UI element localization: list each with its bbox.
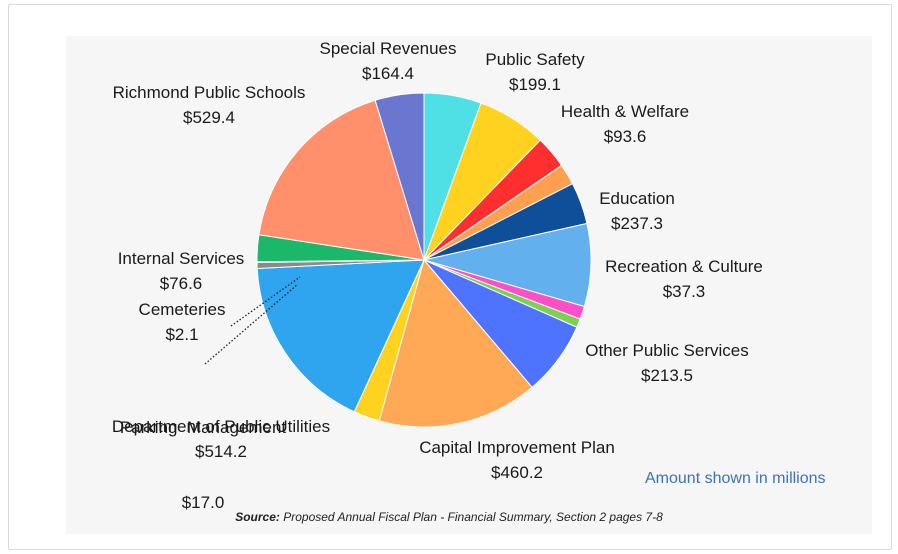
label-value: $460.2 — [491, 463, 543, 482]
label-public-safety: Public Safety $199.1 — [485, 47, 584, 97]
label-value: $529.4 — [182, 108, 235, 127]
pie-slice-unlabeled-16 — [374, 92, 425, 261]
source-prefix: Source: — [235, 510, 280, 524]
source-line: Source: Proposed Annual Fiscal Plan - Fi… — [0, 510, 898, 524]
pie-slice-richmond-public-schools — [258, 99, 425, 261]
label-value: $17.0 — [181, 493, 225, 512]
label-name: Public Safety — [485, 50, 585, 69]
label-value: $164.4 — [362, 64, 414, 83]
label-name: Capital Improvement Plan — [419, 438, 615, 457]
label-special-revenues: Special Revenues $164.4 — [319, 36, 456, 86]
source-text: Proposed Annual Fiscal Plan - Financial … — [279, 510, 663, 524]
label-name: Health & Welfare — [560, 102, 690, 121]
label-richmond-schools: Richmond Public Schools $529.4 — [113, 80, 306, 130]
label-value: $76.6 — [159, 274, 203, 293]
label-cemeteries: Cemeteries $2.1 — [139, 297, 226, 347]
label-parking: Parking Management $17.0 — [120, 365, 286, 540]
label-name: Cemeteries — [138, 300, 226, 319]
label-name: Education — [599, 189, 675, 208]
label-value: $237.3 — [611, 214, 663, 233]
label-value: $514.2 — [194, 442, 247, 461]
label-recreation-culture: Recreation & Culture $37.3 — [605, 254, 763, 304]
amount-note: Amount shown in millions — [645, 470, 826, 487]
label-value: $37.3 — [662, 282, 706, 301]
pie-slice-capital-improvement-plan — [378, 258, 533, 428]
label-value: $213.5 — [640, 366, 693, 385]
label-name: Recreation & Culture — [605, 257, 763, 276]
label-name: Department of Public Utilities — [111, 417, 331, 436]
label-name: Other Public Services — [585, 341, 749, 360]
label-value: $199.1 — [508, 75, 561, 94]
label-name: Special Revenues — [319, 39, 457, 58]
parking-leader-line — [204, 283, 299, 365]
label-education: Education $237.3 — [599, 186, 675, 236]
label-value: $93.6 — [603, 127, 647, 146]
label-capital-improvement: Capital Improvement Plan $460.2 — [419, 435, 615, 485]
label-public-utilities: Department of Public Utilities $514.2 — [112, 414, 330, 464]
label-health-welfare: Health & Welfare $93.6 — [561, 99, 689, 149]
label-internal-services: Internal Services $76.6 — [118, 246, 245, 296]
pie-slices — [256, 92, 592, 428]
label-name: Richmond Public Schools — [112, 83, 306, 102]
pie-slice-department-of-public-utilities — [256, 259, 425, 413]
label-name: Parking Management — [119, 418, 287, 437]
cemeteries-leader-line — [230, 276, 301, 327]
label-other-public-services: Other Public Services $213.5 — [585, 338, 748, 388]
label-value: $2.1 — [165, 325, 199, 344]
label-name: Internal Services — [117, 249, 245, 268]
leader-lines — [204, 276, 301, 365]
